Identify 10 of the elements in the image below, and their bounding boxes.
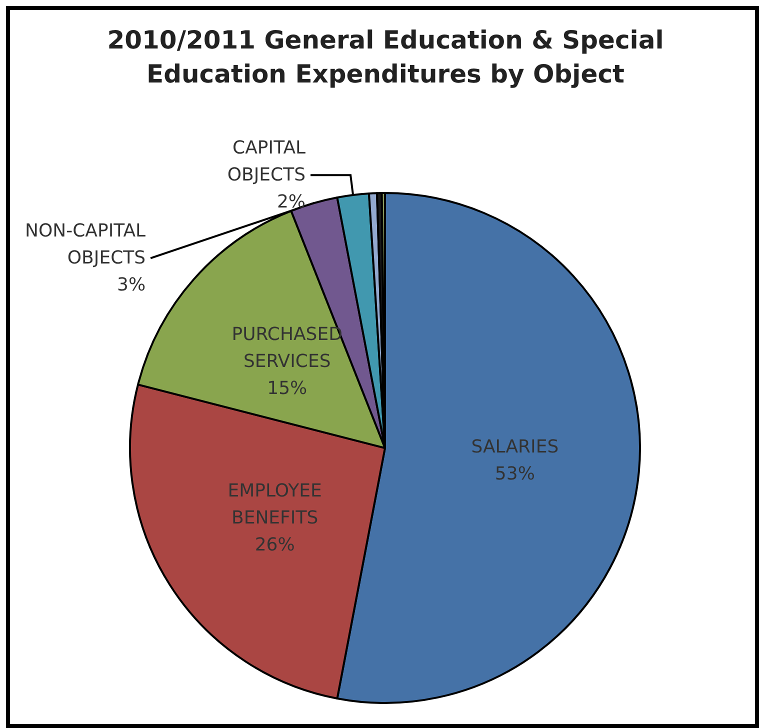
slice-label: NON-CAPITAL OBJECTS [25,220,146,269]
data-label: 15% [267,378,308,400]
chart-title: 2010/2011 General Education & Special Education Expenditures by Object [107,26,664,88]
data-label: 3% [117,274,146,296]
data-label: 53% [494,463,535,484]
slice-label: EMPLOYEE BENEFITS [228,480,322,528]
slice-label: CAPITAL OBJECTS [227,138,306,186]
data-label: 26% [254,534,295,556]
data-label: 2% [276,192,306,213]
slice-label: SALARIES [471,436,559,458]
